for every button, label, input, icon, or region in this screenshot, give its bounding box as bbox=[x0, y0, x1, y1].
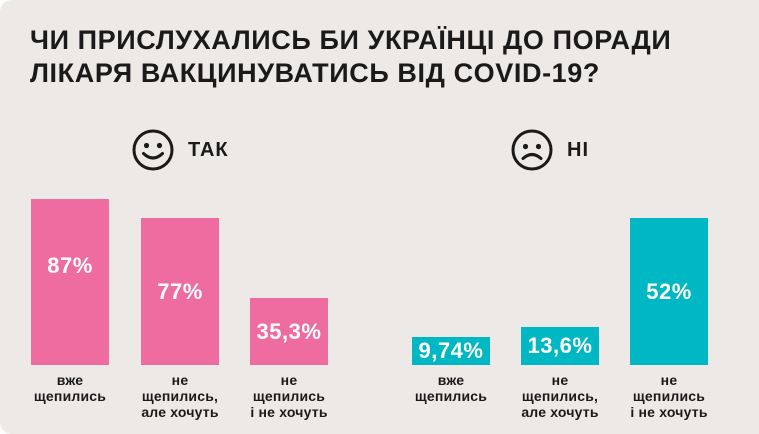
group-header-yes: ТАК bbox=[131, 128, 229, 172]
bar-yes-not-vaccinated-dont-want: 35,3% bbox=[250, 298, 328, 365]
page-title-line2: ЛІКАРЯ ВАКЦИНУВАТИСЬ ВІД COVID-19? bbox=[30, 58, 600, 88]
category-label-line: але хочуть bbox=[141, 404, 219, 420]
group-label-no: НІ bbox=[567, 138, 589, 161]
bar-column-no-not-vaccinated-dont-want: 52% bbox=[630, 218, 708, 365]
category-label-line: вже bbox=[437, 372, 465, 388]
bar-column-no-not-vaccinated-want: 13,6% bbox=[521, 327, 599, 365]
group-label-yes: ТАК bbox=[188, 138, 229, 161]
category-label-line: і не хочуть bbox=[630, 404, 708, 420]
bar-no-not-vaccinated-dont-want: 52% bbox=[630, 218, 708, 365]
bar-value-label: 13,6% bbox=[527, 333, 593, 358]
category-label: вже щепились bbox=[401, 372, 501, 404]
category-label-line: щепились bbox=[252, 388, 326, 404]
category-label-line: щепились bbox=[414, 388, 488, 404]
bar-no-not-vaccinated-want: 13,6% bbox=[521, 327, 599, 365]
page-title-line1: ЧИ ПРИСЛУХАЛИСЬ БИ УКРАЇНЦІ ДО ПОРАДИ bbox=[30, 25, 672, 55]
sad-face-icon bbox=[511, 129, 553, 171]
smiley-face-icon bbox=[132, 129, 174, 171]
category-label-line: не bbox=[280, 372, 298, 388]
page-title: ЧИ ПРИСЛУХАЛИСЬ БИ УКРАЇНЦІ ДО ПОРАДИ ЛІ… bbox=[30, 24, 671, 90]
bar-value-label: 9,74% bbox=[418, 338, 484, 363]
category-label-line: не bbox=[171, 372, 189, 388]
category-label-line: щепились bbox=[632, 388, 706, 404]
bar-column-yes-not-vaccinated-dont-want: 35,3% bbox=[250, 298, 328, 365]
bar-value-label: 52% bbox=[646, 278, 692, 304]
bar-value-label: 35,3% bbox=[256, 318, 322, 344]
bar-yes-already-vaccinated: 87% bbox=[31, 199, 109, 365]
bar-column-yes-already-vaccinated: 87% bbox=[31, 199, 109, 365]
bar-column-no-already-vaccinated: 9,74% bbox=[412, 337, 490, 365]
category-label-line: щепились, bbox=[141, 388, 219, 404]
category-label-line: щепились, bbox=[521, 388, 599, 404]
category-label-line: але хочуть bbox=[521, 404, 599, 420]
category-label-line: і не хочуть bbox=[250, 404, 328, 420]
category-label: вже щепились bbox=[20, 372, 120, 404]
bar-no-already-vaccinated: 9,74% bbox=[412, 337, 490, 365]
category-label: не щепились і не хочуть bbox=[619, 372, 719, 420]
bar-value-label: 77% bbox=[157, 278, 203, 304]
category-label-line: вже bbox=[56, 372, 84, 388]
bar-value-label: 87% bbox=[47, 253, 93, 278]
category-label-line: не bbox=[551, 372, 569, 388]
category-label: не щепились, але хочуть bbox=[510, 372, 610, 420]
category-label: не щепились, але хочуть bbox=[130, 372, 230, 420]
group-header-no: НІ bbox=[510, 128, 589, 172]
bar-column-yes-not-vaccinated-want: 77% bbox=[141, 218, 219, 365]
category-label-line: щепились bbox=[33, 388, 107, 404]
bar-yes-not-vaccinated-want: 77% bbox=[141, 218, 219, 365]
category-label: не щепились і не хочуть bbox=[239, 372, 339, 420]
category-label-line: не bbox=[660, 372, 678, 388]
